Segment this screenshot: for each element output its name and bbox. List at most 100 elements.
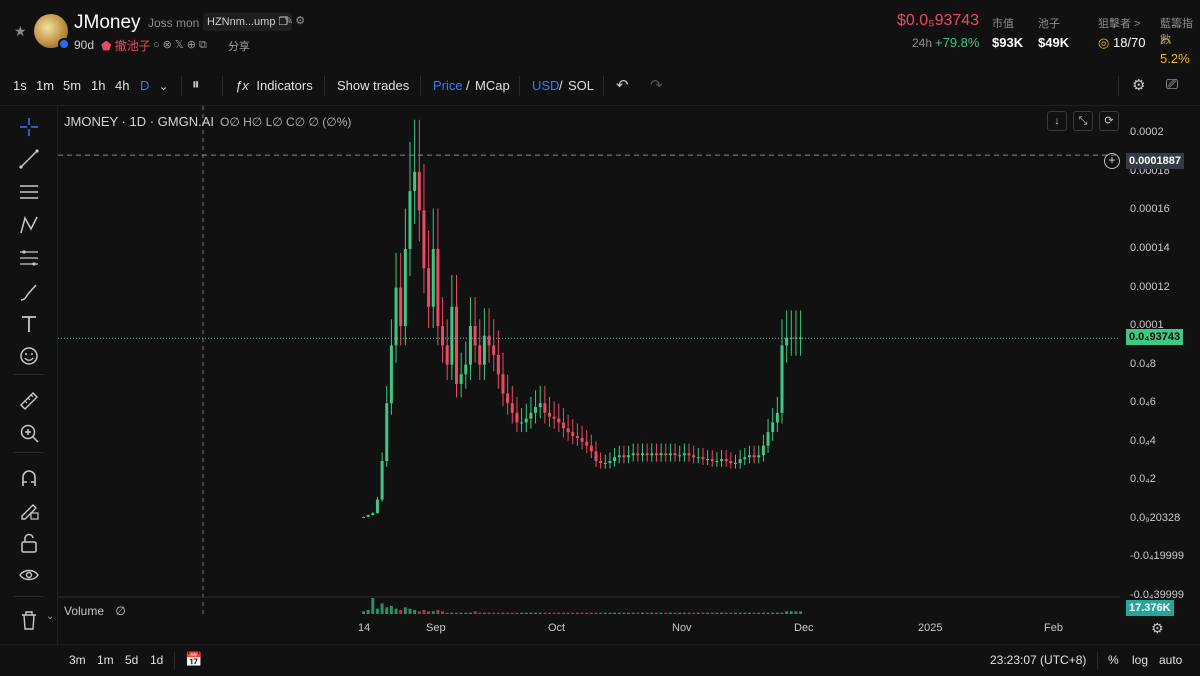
auto-toggle[interactable]: auto	[1159, 653, 1183, 667]
volume-bar	[743, 612, 747, 614]
candle-body	[427, 268, 431, 307]
candle-body	[561, 422, 565, 429]
fib-levels-icon[interactable]	[18, 247, 40, 269]
sol-toggle[interactable]: SOL	[568, 78, 595, 93]
x-tick-label: Feb	[1044, 622, 1063, 634]
volume-bar	[473, 611, 477, 614]
token-address[interactable]: HZNnm...ump ❐	[203, 13, 293, 31]
candle-body	[506, 393, 510, 404]
zoom-in-icon[interactable]	[18, 422, 40, 444]
crosshair-icon[interactable]	[18, 116, 40, 138]
holders-label[interactable]: 狙擊者 >	[1098, 18, 1141, 30]
tool-divider	[14, 452, 44, 453]
favorite-star-icon[interactable]: ★	[14, 23, 27, 39]
price-axis[interactable]: 0.0002 0.00018 0.00016 0.00014 0.00012 0.0001…	[1120, 106, 1200, 616]
range-1m[interactable]: 1m	[97, 653, 114, 667]
candle-body	[775, 412, 779, 423]
ruler-icon[interactable]	[18, 390, 40, 412]
volume-bar	[427, 611, 431, 614]
camera-icon[interactable]: ⎚	[1166, 76, 1179, 93]
show-trades-button[interactable]: Show trades	[337, 78, 410, 93]
time-axis[interactable]: 14 Sep Oct Nov Dec 2025 Feb	[58, 616, 1120, 640]
candle-body	[641, 453, 644, 456]
candle-body	[408, 191, 412, 249]
refresh-icon[interactable]: ⟳	[1099, 111, 1119, 131]
eye-icon[interactable]	[18, 564, 40, 586]
magnet-icon[interactable]	[18, 467, 40, 489]
volume-bar	[715, 612, 719, 614]
header-tag-icons[interactable]: ✎⚙	[284, 15, 308, 27]
add-alert-plus-icon[interactable]: +	[1104, 153, 1120, 169]
range-5d[interactable]: 5d	[125, 653, 139, 667]
volume-badge: 17.376K	[1126, 600, 1174, 616]
interval-1m[interactable]: 1m	[36, 78, 55, 93]
y-tick-label: 0.0002	[1130, 126, 1164, 139]
volume-bar	[631, 612, 635, 614]
volume-bar	[436, 610, 440, 614]
candle-body	[362, 516, 365, 518]
text-tool-icon[interactable]	[18, 313, 40, 335]
emoji-icon[interactable]	[18, 345, 40, 367]
social-links-icons[interactable]: ○⊗𝕏⊕⧉	[153, 39, 210, 51]
candle-body	[548, 412, 551, 417]
interval-d[interactable]: D	[140, 78, 150, 93]
volume-bar	[682, 612, 686, 614]
y-tick-label: 0.00016	[1130, 203, 1170, 216]
range-3m[interactable]: 3m	[69, 653, 86, 667]
toolbar-divider	[603, 76, 604, 96]
price-toggle[interactable]: Price	[433, 78, 463, 93]
chart-legend: JMONEY · 1D · GMGN.AI O∅ H∅ L∅ C∅ ∅ (∅%)	[64, 114, 351, 129]
undo-icon[interactable]: ↶	[616, 77, 629, 94]
indicators-button[interactable]: ƒx Indicators	[235, 78, 313, 93]
brush-icon[interactable]	[18, 281, 40, 303]
calendar-range-icon[interactable]: 📅	[185, 651, 203, 667]
toolbar-divider	[222, 76, 223, 96]
volume-bar	[585, 612, 589, 614]
drawing-toolbar: ⌄	[0, 106, 58, 646]
candle-body	[734, 462, 737, 464]
interval-dropdown-chevron-icon[interactable]: ⌄	[159, 81, 169, 93]
candle-type-icon[interactable]: ⏸	[192, 76, 200, 93]
horizontal-lines-icon[interactable]	[18, 181, 40, 203]
redo-icon[interactable]: ↷	[650, 77, 663, 94]
volume-bar	[692, 612, 696, 614]
holders-value-text: 18/70	[1112, 35, 1146, 50]
volume-bar	[371, 598, 375, 614]
volume-bar	[482, 612, 486, 614]
mcap-label: 市值	[992, 18, 1014, 30]
candle-body	[482, 335, 486, 365]
log-toggle[interactable]: log	[1132, 653, 1149, 667]
price-chart[interactable]	[58, 106, 1120, 616]
volume-bar	[575, 612, 579, 614]
candle-body	[771, 422, 775, 433]
trend-line-icon[interactable]	[18, 148, 40, 170]
usd-toggle[interactable]: USD	[532, 78, 560, 93]
pattern-icon[interactable]	[18, 214, 40, 236]
volume-bar	[520, 612, 524, 614]
candle-body	[571, 432, 575, 436]
interval-4h[interactable]: 4h	[115, 78, 130, 93]
candle-body	[557, 418, 561, 423]
share-button[interactable]: 分享	[228, 41, 250, 53]
range-1d[interactable]: 1d	[150, 653, 164, 667]
collapse-icon[interactable]: ⤡	[1073, 111, 1093, 131]
volume-bar	[506, 612, 510, 614]
settings-gear-icon[interactable]: ⚙	[1132, 77, 1146, 94]
candle-body	[380, 461, 384, 500]
interval-1s[interactable]: 1s	[13, 78, 27, 93]
trash-icon[interactable]	[18, 609, 40, 631]
percent-toggle[interactable]: %	[1108, 653, 1119, 667]
volume-bar	[557, 612, 561, 614]
mcap-toggle[interactable]: MCap	[475, 78, 510, 93]
arrow-down-icon[interactable]: ↓	[1047, 111, 1067, 131]
trash-dropdown-chevron-icon[interactable]: ⌄	[46, 611, 55, 622]
interval-1h[interactable]: 1h	[91, 78, 106, 93]
lock-drawing-icon[interactable]	[18, 499, 40, 521]
copy-icon[interactable]: ❐	[278, 16, 289, 28]
token-avatar	[34, 14, 70, 50]
unlock-icon[interactable]	[18, 532, 40, 554]
interval-5m[interactable]: 5m	[63, 78, 82, 93]
axis-settings-gear-icon[interactable]: ⚙	[1151, 620, 1164, 636]
clock-time[interactable]: 23:23:07 (UTC+8)	[990, 653, 1087, 667]
volume-bar	[710, 612, 714, 614]
